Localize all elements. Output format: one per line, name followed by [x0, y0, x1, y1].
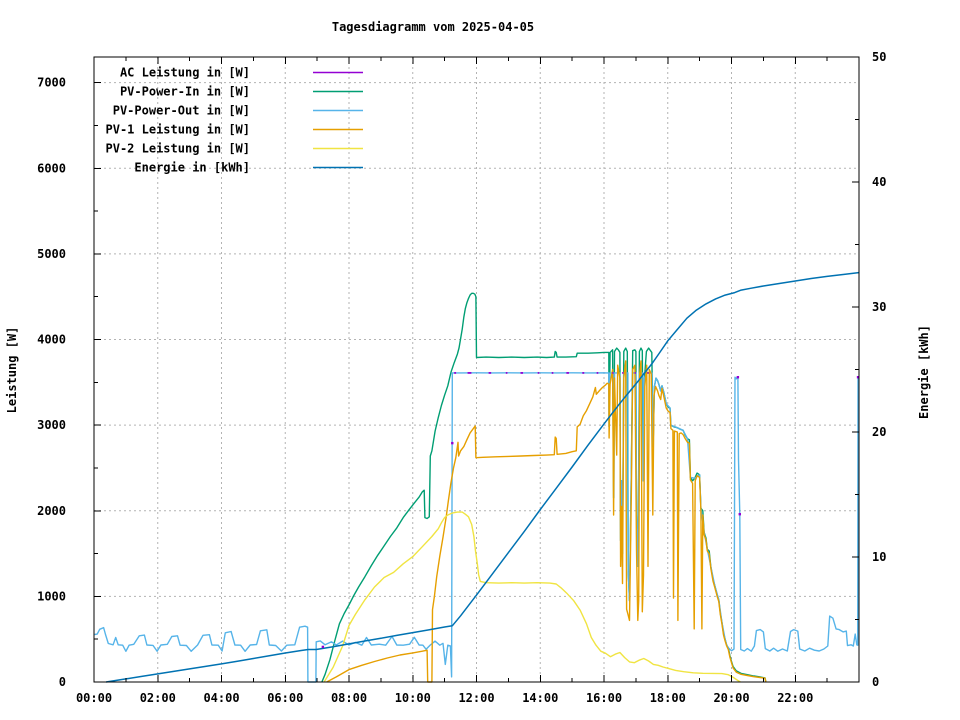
- x-tick-label: 22:00: [777, 691, 813, 705]
- y-axis-label: Leistung [W]: [5, 327, 19, 414]
- y-tick-label: 7000: [37, 76, 66, 90]
- y2-tick-label: 30: [872, 300, 886, 314]
- y-tick-label: 0: [59, 675, 66, 689]
- y-tick-label: 2000: [37, 504, 66, 518]
- x-tick-label: 18:00: [650, 691, 686, 705]
- series-pv-1-leistung: [326, 360, 767, 683]
- y-tick-label: 4000: [37, 333, 66, 347]
- grid-lines: [94, 57, 859, 682]
- x-tick-label: 02:00: [140, 691, 176, 705]
- series-ac-leistung: [321, 372, 860, 649]
- y2-tick-label: 0: [872, 675, 879, 689]
- legend-item-pv-power-out: PV-Power-Out in [W]: [113, 104, 363, 118]
- y-tick-label: 5000: [37, 247, 66, 261]
- x-tick-label: 14:00: [522, 691, 558, 705]
- x-tick-label: 08:00: [331, 691, 367, 705]
- legend-item-energie: Energie in [kWh]: [134, 161, 363, 175]
- y-tick-label: 6000: [37, 161, 66, 175]
- legend-item-ac-leistung: AC Leistung in [W]: [120, 66, 363, 80]
- series-energie: [105, 271, 859, 683]
- legend-item-pv-2-leistung: PV-2 Leistung in [W]: [106, 142, 363, 156]
- y2-tick-label: 40: [872, 175, 886, 189]
- y-tick-label: 1000: [37, 589, 66, 603]
- ac-dot: [856, 376, 860, 379]
- y2-tick-label: 20: [872, 425, 886, 439]
- legend-item-label: Energie in [kWh]: [134, 161, 250, 175]
- legend-item-label: PV-2 Leistung in [W]: [106, 142, 251, 156]
- legend-item-label: AC Leistung in [W]: [120, 66, 250, 80]
- y2-tick-label: 50: [872, 50, 886, 64]
- ac-dot: [321, 645, 325, 649]
- legend-item-label: PV-Power-In in [W]: [120, 85, 250, 99]
- legend-item-label: PV-1 Leistung in [W]: [106, 123, 251, 137]
- series-pv-power-out: [94, 372, 859, 683]
- series-pv-2-leistung: [323, 511, 741, 683]
- legend-item-pv-1-leistung: PV-1 Leistung in [W]: [106, 123, 363, 137]
- x-tick-label: 00:00: [76, 691, 112, 705]
- plot-border-and-ticks: [93, 56, 860, 683]
- chart-title: Tagesdiagramm vom 2025-04-05: [332, 20, 534, 34]
- y2-tick-label: 10: [872, 550, 886, 564]
- x-tick-label: 20:00: [713, 691, 749, 705]
- x-tick-label: 12:00: [458, 691, 494, 705]
- ac-dot: [738, 512, 741, 516]
- chart-text: Tagesdiagramm vom 2025-04-05 Leistung [W]…: [5, 20, 931, 705]
- x-tick-label: 04:00: [203, 691, 239, 705]
- x-tick-label: 10:00: [395, 691, 431, 705]
- x-tick-label: 06:00: [267, 691, 303, 705]
- legend: AC Leistung in [W] PV-Power-In in [W] PV-P…: [106, 66, 363, 175]
- ac-dot: [451, 441, 454, 445]
- y2-axis-label: Energie [kWh]: [917, 325, 931, 419]
- series-group: [94, 271, 860, 683]
- x-tick-label: 16:00: [586, 691, 622, 705]
- legend-item-label: PV-Power-Out in [W]: [113, 104, 250, 118]
- legend-item-pv-power-in: PV-Power-In in [W]: [120, 85, 363, 99]
- ac-dot: [736, 376, 740, 379]
- y-tick-label: 3000: [37, 418, 66, 432]
